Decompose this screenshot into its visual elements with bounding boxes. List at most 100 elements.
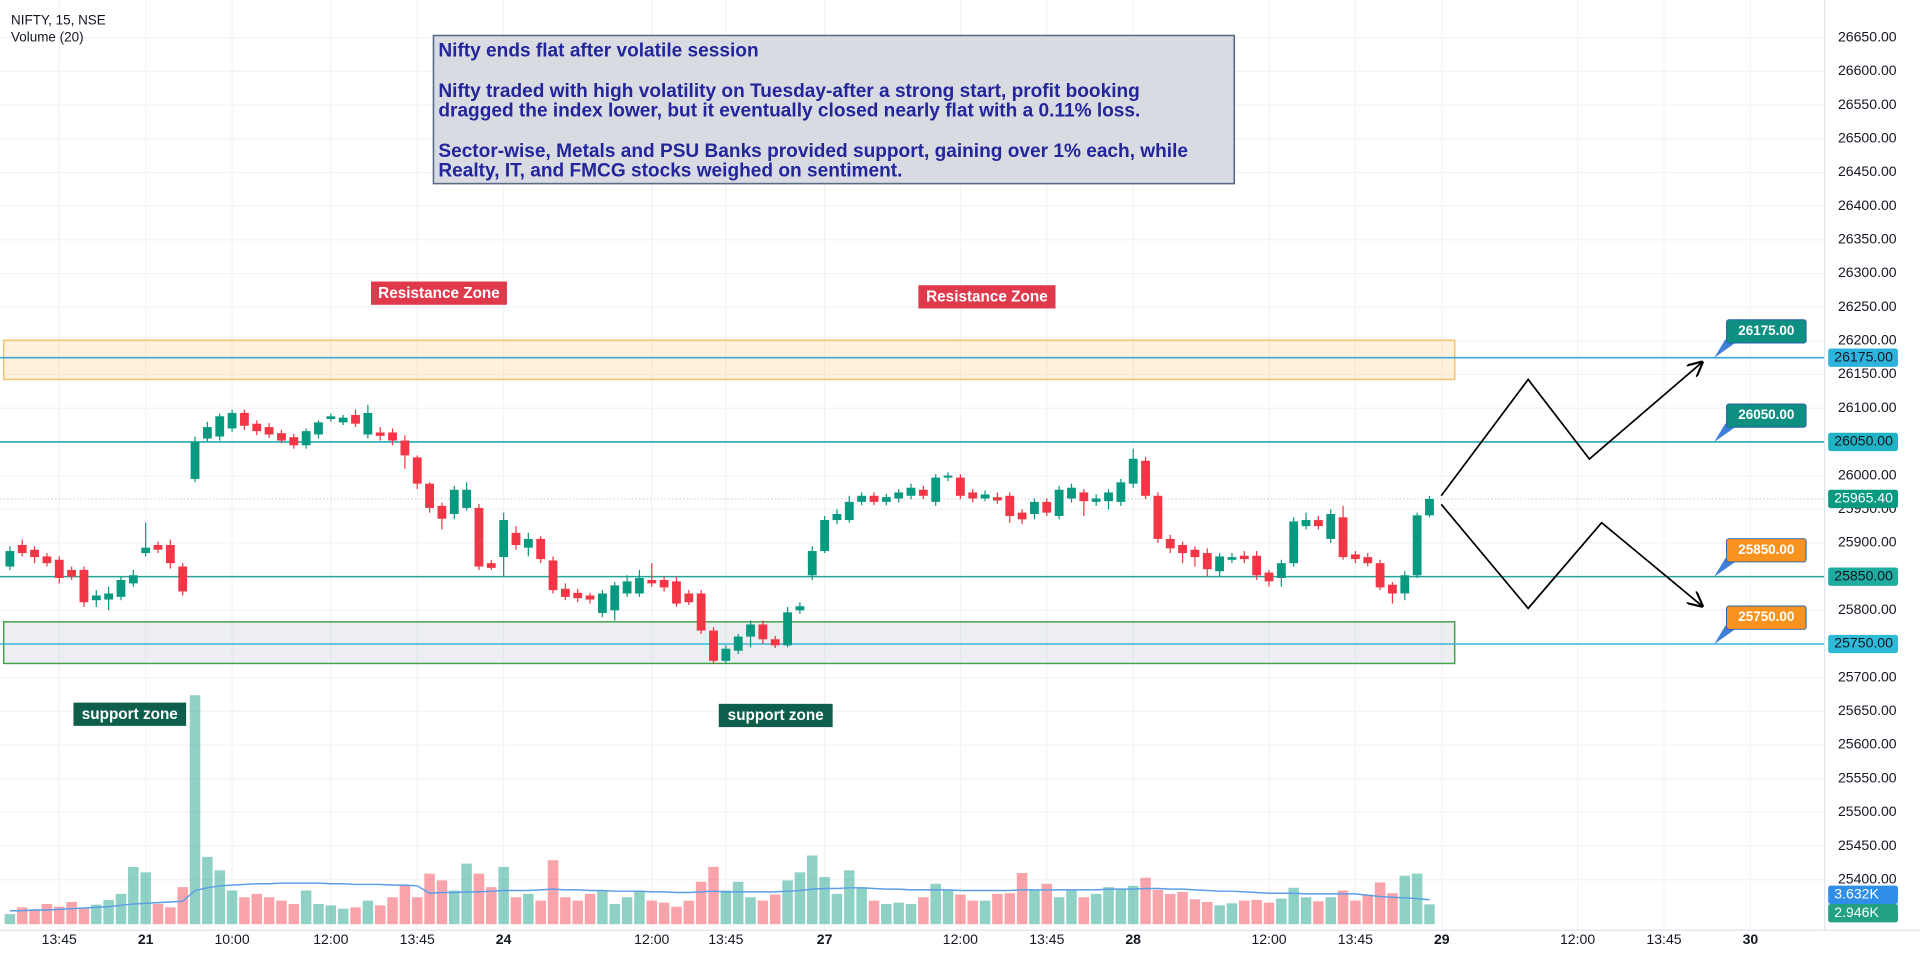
volume-bar xyxy=(276,900,287,925)
volume-bar xyxy=(979,900,991,925)
volume-bar xyxy=(560,897,571,925)
volume-bar xyxy=(1362,894,1374,925)
callout-bg xyxy=(1726,403,1807,428)
candle-body xyxy=(363,412,373,435)
callout-pointer xyxy=(1714,625,1736,644)
candle-body xyxy=(67,569,77,577)
y-tick-label: 26200.00 xyxy=(1838,332,1897,348)
candle-body xyxy=(1338,517,1348,558)
y-tick-label: 26500.00 xyxy=(1838,129,1897,145)
candle-body xyxy=(1252,555,1262,576)
note-bg xyxy=(432,34,1236,185)
x-tick-label: 30 xyxy=(1743,931,1759,947)
note-line: Sector-wise, Metals and PSU Banks provid… xyxy=(438,141,1188,162)
volume-bar xyxy=(535,900,546,925)
candle-body xyxy=(42,556,52,564)
candle-body xyxy=(844,501,854,521)
candle-body xyxy=(1091,498,1101,502)
candle-body xyxy=(857,495,867,502)
volume-bar xyxy=(720,890,732,925)
candle-body xyxy=(783,612,792,646)
candle-body xyxy=(1375,563,1385,588)
candle-body xyxy=(264,427,274,435)
volume-bar xyxy=(461,863,472,925)
candle-body xyxy=(918,489,928,496)
candle-body xyxy=(1363,557,1373,564)
volume-bar xyxy=(992,893,1003,925)
zone-tags: Resistance Zone Resistance Zone support … xyxy=(73,281,1056,728)
candle-body xyxy=(1165,538,1175,549)
candle-body xyxy=(326,416,336,420)
y-tick-label: 26100.00 xyxy=(1838,399,1897,415)
candle-body xyxy=(1276,563,1286,578)
candle-body xyxy=(388,432,397,441)
volume-bar xyxy=(1115,888,1127,925)
volume-bar xyxy=(732,881,744,925)
volume-bar xyxy=(288,903,300,925)
candle-body xyxy=(227,412,237,429)
volume-bar xyxy=(350,907,361,925)
candle-body xyxy=(1190,549,1200,558)
volume-bar xyxy=(66,901,77,925)
candle-body xyxy=(980,494,990,499)
candle-body xyxy=(869,495,879,502)
candle-body xyxy=(1128,458,1138,484)
y-tick-label: 25650.00 xyxy=(1838,702,1897,718)
volume-bar xyxy=(1374,882,1386,925)
volume-bar xyxy=(1424,904,1435,925)
volume-bar xyxy=(844,870,855,925)
note-line: Nifty traded with high volatility on Tue… xyxy=(438,81,1139,102)
x-tick-label: 13:45 xyxy=(1646,931,1681,947)
candle-body xyxy=(1425,498,1434,516)
y-tick-label: 25400.00 xyxy=(1838,870,1897,886)
x-tick-label: 13:45 xyxy=(1338,931,1373,947)
candle-body xyxy=(955,477,965,496)
volume-bar xyxy=(683,900,695,925)
candle-body xyxy=(597,593,607,614)
volume-bar xyxy=(1387,893,1398,925)
candle-body xyxy=(1030,501,1039,514)
zone-tag: support zone xyxy=(728,707,824,724)
candle-body xyxy=(449,489,459,514)
candle-body xyxy=(1412,515,1422,576)
volume-last-label-bg xyxy=(1828,903,1898,923)
note-box: Nifty ends flat after volatile session N… xyxy=(432,34,1236,185)
y-tick-label: 25800.00 xyxy=(1838,601,1897,617)
candle-body xyxy=(178,566,188,592)
candle-body xyxy=(1017,512,1027,520)
candle-body xyxy=(190,441,200,479)
candle-body xyxy=(894,492,904,499)
candle-body xyxy=(672,581,681,604)
candle-body xyxy=(832,513,842,521)
y-tick-label: 26150.00 xyxy=(1838,365,1897,381)
symbol-title: NIFTY, 15, NSE xyxy=(11,12,106,27)
candle-body xyxy=(1054,489,1064,517)
level-axis-label: 26175.00 xyxy=(1834,348,1893,364)
callout-bg xyxy=(1726,538,1807,563)
candles xyxy=(5,404,1434,665)
x-tick-label: 27 xyxy=(817,931,833,947)
zone-tag: Resistance Zone xyxy=(926,288,1048,305)
candle-body xyxy=(560,588,570,597)
y-tick-label: 26250.00 xyxy=(1838,298,1897,314)
volume-bar xyxy=(300,890,312,925)
candle-body xyxy=(499,520,509,558)
volume-bar xyxy=(1288,887,1299,925)
volume-bar xyxy=(1078,897,1090,925)
volume-bar xyxy=(226,890,238,925)
y-tick-label: 26550.00 xyxy=(1838,96,1897,112)
volume-bar xyxy=(510,897,522,925)
note-title: Nifty ends flat after volatile session xyxy=(438,40,758,61)
volume-bar xyxy=(572,900,583,925)
volume-bar xyxy=(436,880,448,925)
volume-bar xyxy=(1350,900,1361,925)
x-tick-label: 10:00 xyxy=(214,931,249,947)
volume-bar xyxy=(313,903,324,925)
volume-bar xyxy=(1189,899,1201,925)
volume-bar xyxy=(1214,905,1225,925)
zone-tag: Resistance Zone xyxy=(378,285,500,302)
candle-body xyxy=(758,624,768,640)
volume-last-label: 2.946K xyxy=(1834,904,1879,920)
